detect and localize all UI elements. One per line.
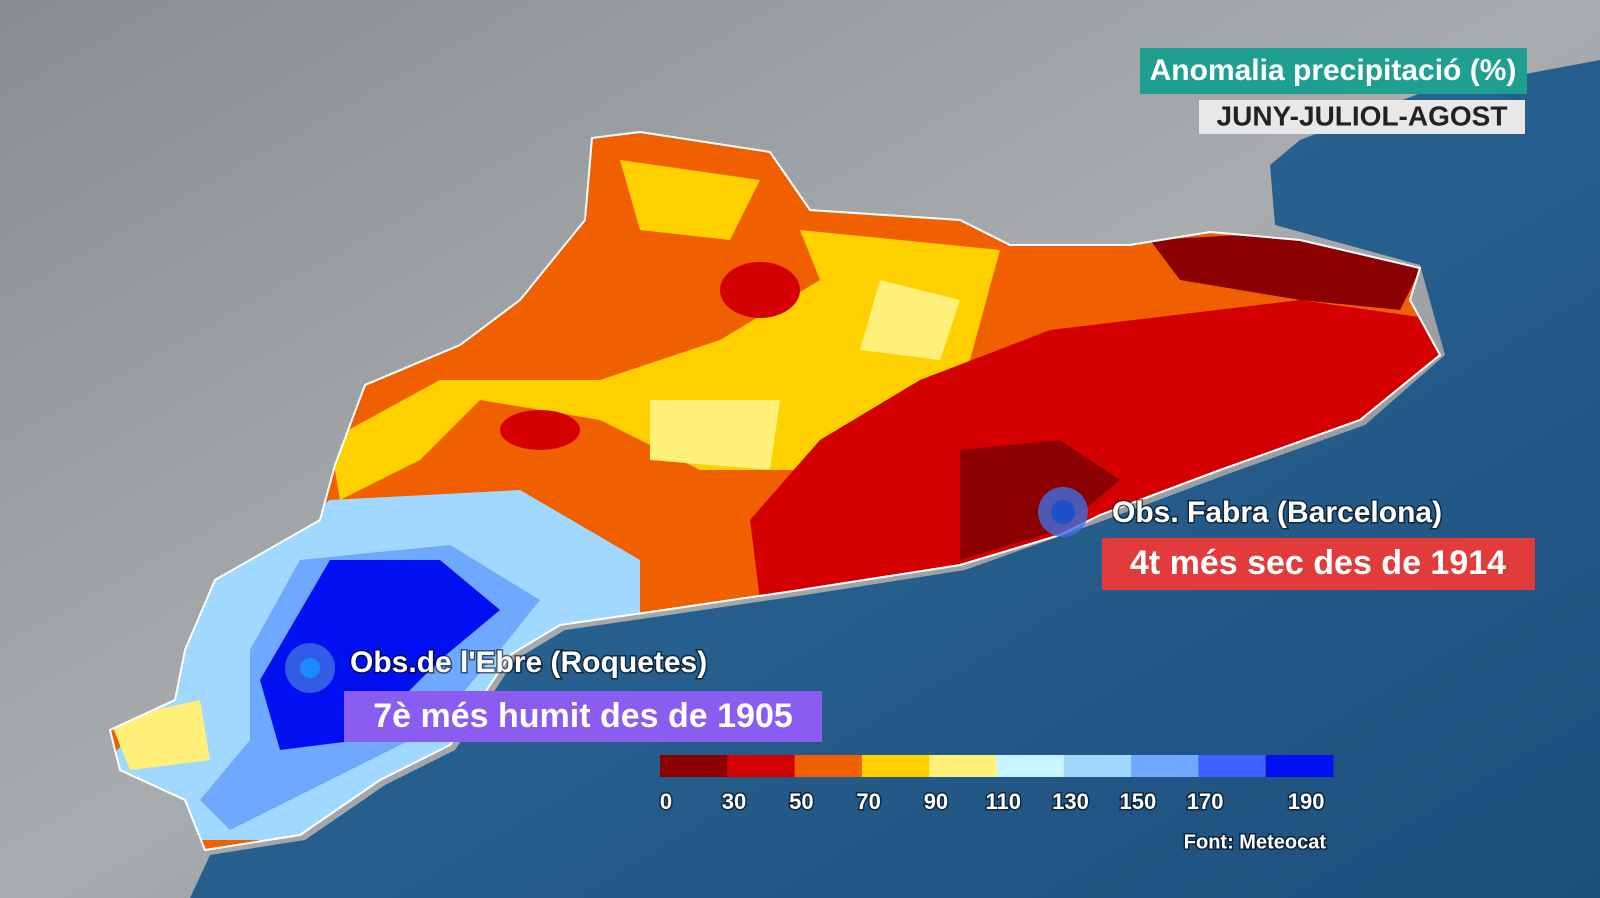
legend-tick-label: 130 — [1052, 789, 1089, 814]
legend-swatch — [1131, 755, 1199, 777]
field-light-yellow — [650, 400, 780, 470]
legend-tick-label: 50 — [789, 789, 813, 814]
field-red — [500, 410, 580, 450]
legend-tick-label: 110 — [985, 789, 1021, 814]
subtitle: JUNY-JULIOL-AGOST — [1217, 100, 1508, 131]
subtitle-box — [1199, 100, 1525, 134]
field-yellow — [620, 160, 760, 240]
legend-tick-label: 190 — [1288, 789, 1325, 814]
title: Anomalia precipitació (%) — [1150, 54, 1517, 87]
legend-swatch — [727, 755, 796, 777]
legend-swatch — [1265, 755, 1334, 777]
legend-swatch — [996, 755, 1065, 777]
source: Font: Meteocat — [1184, 831, 1327, 853]
legend-tick-label: 70 — [856, 789, 880, 814]
legend-tick-label: 170 — [1187, 789, 1224, 814]
legend-swatch — [929, 755, 997, 777]
station-marker-core — [300, 658, 320, 678]
legend-tick-label: 150 — [1119, 789, 1156, 814]
station-label: Obs. Fabra (Barcelona) — [1112, 496, 1442, 529]
sea — [190, 60, 1600, 898]
station-note: 4t més sec des de 1914 — [1130, 544, 1506, 582]
field-red — [720, 262, 800, 318]
title-box — [1140, 48, 1527, 94]
field-deep-blue — [260, 560, 500, 750]
legend: 0 30 50 70 90 110 130 150 170 190 — [658, 755, 1334, 815]
station-note-box — [344, 691, 822, 742]
station-note: 7è més humit des de 1905 — [373, 697, 793, 735]
field-dark-red — [960, 440, 1120, 560]
field-light-yellow — [860, 280, 960, 360]
station-marker-core — [1051, 500, 1075, 524]
legend-tick-label: 90 — [924, 789, 948, 814]
field-red — [750, 300, 1440, 600]
legend-swatch — [861, 755, 930, 777]
legend-swatch — [660, 755, 728, 777]
legend-swatch — [1198, 755, 1267, 777]
legend-swatch — [794, 755, 863, 777]
legend-tick-label: 0 — [660, 789, 672, 814]
station-label: Obs.de l'Ebre (Roquetes) — [350, 646, 707, 679]
legend-tick-label: 30 — [722, 789, 746, 814]
legend-swatch — [1063, 755, 1132, 777]
station-note-box — [1102, 538, 1535, 590]
